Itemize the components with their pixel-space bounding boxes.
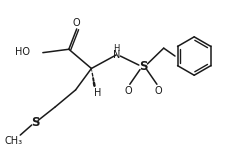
Text: H: H: [93, 88, 101, 98]
Text: S: S: [31, 116, 39, 129]
Text: O: O: [124, 86, 132, 96]
Text: S: S: [138, 60, 147, 73]
Text: O: O: [73, 18, 80, 28]
Text: H: H: [113, 44, 119, 53]
Text: CH₃: CH₃: [4, 136, 22, 146]
Text: N: N: [113, 50, 120, 60]
Text: O: O: [153, 86, 161, 96]
Text: HO: HO: [15, 46, 30, 57]
